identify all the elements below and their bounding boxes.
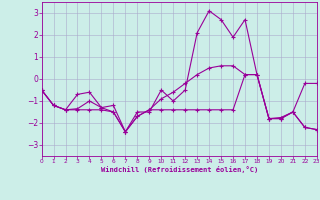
X-axis label: Windchill (Refroidissement éolien,°C): Windchill (Refroidissement éolien,°C) [100, 166, 258, 173]
